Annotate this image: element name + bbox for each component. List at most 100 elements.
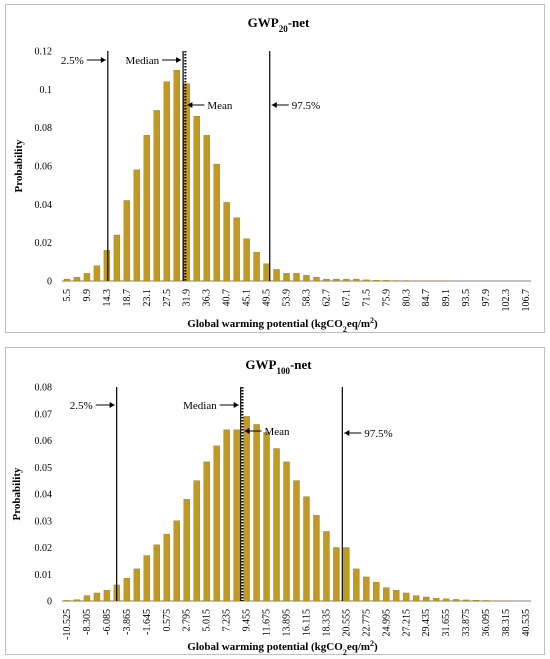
x-axis-label-mid: eq/m — [347, 318, 370, 330]
bar — [293, 480, 300, 602]
x-axis-label-main: Global warming potential (kgCO — [187, 318, 343, 330]
bar — [133, 568, 141, 602]
y-tick-label: 0.01 — [35, 570, 53, 581]
x-tick-label: 62.7 — [321, 289, 332, 307]
bar — [433, 598, 440, 602]
marker-label: 2.5% — [70, 400, 93, 412]
chart-title: GWP100-net — [245, 357, 312, 376]
x-tick-label: 102.3 — [501, 289, 512, 312]
x-axis-label: Global warming potential (kgCO2eq/m2) — [187, 639, 378, 657]
x-axis-label-superscript: 2 — [370, 316, 374, 325]
bar — [163, 533, 170, 602]
marker-arrowhead — [176, 57, 182, 63]
y-tick-label: 0.02 — [35, 238, 53, 249]
x-tick-label: 31.9 — [182, 289, 193, 307]
bar — [313, 515, 320, 602]
bar — [283, 461, 290, 602]
bar — [423, 596, 430, 602]
bar — [73, 599, 81, 602]
bar — [123, 200, 131, 282]
bar — [323, 278, 330, 282]
x-tick-label: 97.9 — [481, 289, 492, 307]
bar — [343, 547, 350, 602]
bar — [123, 578, 131, 602]
marker-label: Mean — [207, 100, 233, 112]
x-tick-label: 67.1 — [341, 289, 352, 307]
bar — [303, 496, 310, 602]
bar — [283, 273, 290, 282]
bar — [482, 600, 490, 602]
x-axis-label: Global warming potential (kgCO2eq/m2) — [187, 316, 378, 334]
bar — [253, 252, 260, 282]
y-axis-label: Probability — [13, 139, 25, 192]
chart-title-suffix: -net — [288, 15, 310, 30]
bar — [203, 461, 210, 602]
bar — [143, 555, 151, 602]
y-tick-label: 0.04 — [35, 490, 53, 501]
x-tick-label: 27.215 — [401, 609, 412, 637]
bar — [363, 576, 370, 602]
bar — [243, 416, 250, 602]
bar — [163, 81, 170, 282]
bar — [373, 280, 380, 282]
marker-label: Mean — [265, 426, 291, 438]
x-tick-label: 36.095 — [481, 609, 492, 637]
bar — [353, 278, 360, 282]
y-tick-label: 0.1 — [40, 85, 53, 96]
bar — [143, 135, 151, 282]
y-axis-label: Probability — [11, 467, 23, 520]
y-tick-label: 0.06 — [35, 162, 53, 173]
bar — [103, 250, 111, 282]
x-tick-label: 7.235 — [222, 609, 233, 632]
bar — [462, 599, 470, 602]
bar — [303, 275, 310, 282]
x-axis-label-main: Global warming potential (kgCO — [187, 641, 343, 653]
bar — [472, 599, 480, 602]
bar — [153, 110, 160, 282]
chart-title-subscript: 100 — [276, 366, 290, 376]
bar — [263, 432, 270, 602]
x-tick-label: 84.7 — [421, 289, 432, 307]
x-tick-label: 40.7 — [222, 289, 233, 307]
marker-arrowhead — [100, 57, 106, 63]
x-tick-label: 2.795 — [182, 609, 193, 632]
y-tick-label: 0.05 — [35, 463, 53, 474]
y-tick-label: 0.02 — [35, 543, 53, 554]
bar — [153, 544, 160, 602]
chart-panel-gwp20: GWP20-net Probability 0 0.02 0.04 0.06 0.08 0.1… — [5, 4, 545, 334]
bar — [363, 279, 370, 282]
bar — [253, 424, 260, 602]
bar — [333, 547, 340, 602]
y-tick-label: 0 — [47, 277, 52, 288]
bar — [442, 598, 450, 602]
chart-title-main: GWP — [245, 357, 276, 372]
x-tick-label: 23.1 — [142, 289, 153, 307]
x-tick-label: 71.5 — [361, 289, 372, 307]
bar — [223, 429, 230, 602]
x-tick-label: 5.015 — [202, 609, 213, 632]
x-tick-label: -10.525 — [62, 609, 73, 640]
x-tick-label: 80.3 — [401, 289, 412, 307]
x-tick-label: 14.3 — [102, 289, 113, 307]
bar — [103, 590, 111, 602]
bar — [313, 276, 320, 282]
chart-gwp100: GWP100-net Probability 0 0.01 0.02 0.03 0.04 0.… — [11, 357, 532, 657]
chart-title: GWP20-net — [248, 15, 310, 34]
bar — [73, 276, 81, 282]
bar — [203, 135, 210, 282]
x-tick-label: 40.535 — [521, 609, 532, 637]
bar — [452, 599, 460, 602]
x-tick-label: 36.3 — [202, 289, 213, 307]
marker-label: 97.5% — [364, 428, 392, 440]
bar — [113, 234, 121, 282]
bar — [83, 595, 91, 602]
bar — [223, 202, 230, 282]
bar — [83, 273, 91, 282]
bar — [63, 600, 71, 602]
chart-gwp20: GWP20-net Probability 0 0.02 0.04 0.06 0.08 0.1… — [13, 15, 532, 334]
y-tick-label: 0.06 — [35, 436, 53, 447]
x-tick-label: 29.435 — [421, 609, 432, 637]
bar — [413, 595, 420, 602]
bar — [373, 582, 380, 602]
marker-label: 2.5% — [61, 55, 84, 67]
